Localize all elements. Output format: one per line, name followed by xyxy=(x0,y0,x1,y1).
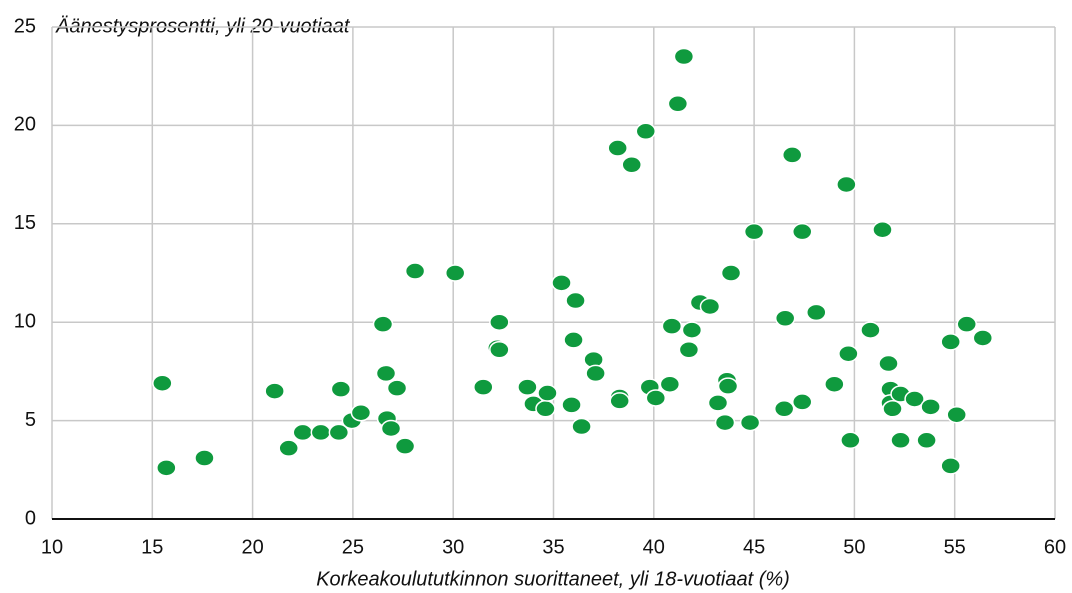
point xyxy=(292,423,313,442)
point xyxy=(607,139,628,157)
point xyxy=(707,394,729,412)
point xyxy=(571,417,592,436)
x-tick-label: 40 xyxy=(643,536,665,558)
point xyxy=(774,309,796,328)
point xyxy=(791,222,813,241)
point xyxy=(444,264,466,282)
point xyxy=(473,378,494,396)
point xyxy=(386,379,408,397)
point xyxy=(380,419,402,438)
x-tick-label: 10 xyxy=(41,536,63,558)
x-tick-label: 25 xyxy=(342,536,364,558)
point xyxy=(667,95,689,113)
y-tick-label: 25 xyxy=(14,15,36,37)
point xyxy=(743,222,765,241)
point xyxy=(156,459,177,477)
point xyxy=(920,398,941,416)
point xyxy=(940,457,961,475)
point xyxy=(904,390,925,408)
point xyxy=(872,220,893,239)
point xyxy=(838,344,859,363)
point xyxy=(739,413,761,432)
y-tick-label: 20 xyxy=(14,114,36,136)
x-tick-label: 55 xyxy=(944,536,966,558)
point xyxy=(681,321,703,339)
point xyxy=(836,175,857,194)
x-axis-title: Korkeakoulututkinnon suorittaneet, yli 1… xyxy=(316,568,790,590)
point xyxy=(535,400,556,418)
point xyxy=(956,315,977,333)
point xyxy=(278,439,299,457)
point xyxy=(152,374,173,392)
point xyxy=(609,392,630,410)
point xyxy=(489,341,510,359)
point xyxy=(194,449,215,467)
point xyxy=(621,156,642,174)
y-tick-label: 10 xyxy=(14,310,36,332)
point xyxy=(635,122,657,141)
point xyxy=(720,264,742,282)
point xyxy=(585,364,606,383)
point xyxy=(878,354,899,373)
point xyxy=(561,396,582,414)
point xyxy=(551,274,572,292)
y-tick-label: 5 xyxy=(25,409,36,431)
point xyxy=(565,291,586,310)
point xyxy=(916,431,937,450)
point xyxy=(661,317,683,335)
point xyxy=(517,378,538,396)
y-tick-label: 15 xyxy=(14,212,36,234)
point xyxy=(840,431,861,450)
point xyxy=(860,321,881,339)
point xyxy=(714,413,736,432)
point xyxy=(972,329,994,347)
point xyxy=(806,303,827,322)
point xyxy=(659,375,681,393)
y-tick-label: 0 xyxy=(25,507,36,529)
point xyxy=(673,47,695,66)
x-tick-label: 35 xyxy=(542,536,564,558)
point xyxy=(699,297,721,316)
point xyxy=(678,341,700,359)
point xyxy=(781,146,803,164)
point xyxy=(328,423,350,442)
x-tick-label: 20 xyxy=(241,536,263,558)
point xyxy=(940,333,961,351)
point xyxy=(791,393,813,411)
point xyxy=(372,315,394,333)
point xyxy=(890,431,911,450)
x-tick-label: 30 xyxy=(442,536,464,558)
x-tick-label: 60 xyxy=(1044,536,1066,558)
x-tick-label: 50 xyxy=(843,536,865,558)
point xyxy=(537,384,558,402)
point xyxy=(563,331,584,349)
point xyxy=(489,313,510,331)
point xyxy=(264,382,285,400)
point xyxy=(773,400,795,418)
point xyxy=(882,400,903,418)
point xyxy=(645,389,667,407)
point xyxy=(330,380,352,398)
point xyxy=(350,403,372,422)
point xyxy=(717,377,739,395)
point xyxy=(404,262,426,280)
point xyxy=(824,375,845,393)
point xyxy=(375,364,397,383)
point xyxy=(310,423,332,442)
x-tick-label: 15 xyxy=(141,536,163,558)
x-tick-label: 45 xyxy=(743,536,765,558)
point xyxy=(394,437,416,455)
point xyxy=(946,405,967,424)
